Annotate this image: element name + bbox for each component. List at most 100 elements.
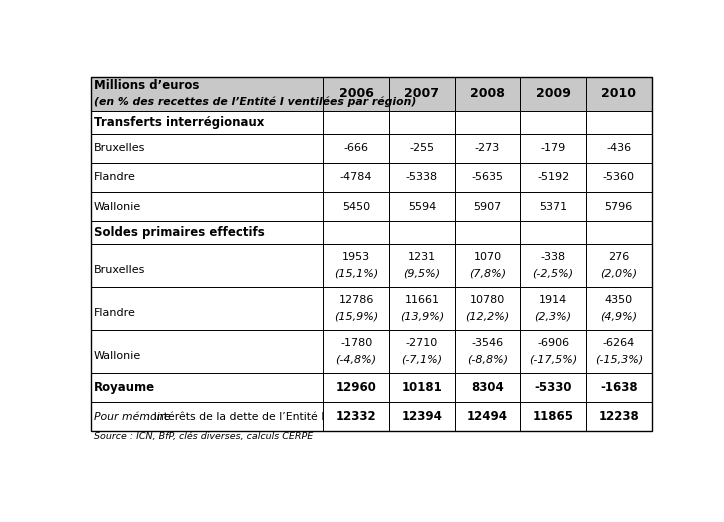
Text: -436: -436 bbox=[606, 143, 631, 153]
Text: 2007: 2007 bbox=[404, 87, 439, 100]
Text: -179: -179 bbox=[541, 143, 565, 153]
Text: (12,2%): (12,2%) bbox=[466, 312, 510, 322]
Bar bbox=[586, 134, 652, 163]
Text: -1780: -1780 bbox=[340, 338, 372, 348]
Text: -255: -255 bbox=[409, 143, 434, 153]
Bar bbox=[90, 163, 324, 192]
Bar bbox=[586, 221, 652, 244]
Text: (-17,5%): (-17,5%) bbox=[529, 355, 577, 365]
Bar bbox=[389, 221, 455, 244]
Bar bbox=[90, 244, 324, 287]
Bar bbox=[324, 244, 389, 287]
Text: -2710: -2710 bbox=[405, 338, 438, 348]
Text: 12960: 12960 bbox=[336, 381, 376, 394]
Text: 10181: 10181 bbox=[401, 381, 442, 394]
Text: 12786: 12786 bbox=[339, 294, 374, 305]
Text: (13,9%): (13,9%) bbox=[400, 312, 444, 322]
Text: Flandre: Flandre bbox=[94, 172, 135, 182]
Bar bbox=[521, 330, 586, 373]
Bar bbox=[90, 111, 324, 134]
Bar bbox=[521, 77, 586, 111]
Text: -4784: -4784 bbox=[340, 172, 372, 182]
Bar bbox=[90, 373, 324, 402]
Text: 8304: 8304 bbox=[471, 381, 504, 394]
Bar bbox=[324, 163, 389, 192]
Text: Bruxelles: Bruxelles bbox=[94, 265, 146, 275]
Bar bbox=[521, 111, 586, 134]
Text: -5330: -5330 bbox=[534, 381, 572, 394]
Text: Soldes primaires effectifs: Soldes primaires effectifs bbox=[94, 226, 264, 239]
Text: Transferts interrégionaux: Transferts interrégionaux bbox=[94, 116, 264, 129]
Text: Royaume: Royaume bbox=[94, 381, 155, 394]
Text: (-7,1%): (-7,1%) bbox=[401, 355, 442, 365]
Text: 1953: 1953 bbox=[342, 252, 370, 262]
Bar bbox=[586, 192, 652, 221]
Bar bbox=[455, 192, 521, 221]
Text: Flandre: Flandre bbox=[94, 309, 135, 318]
Text: 5907: 5907 bbox=[473, 201, 502, 211]
Text: -3546: -3546 bbox=[471, 338, 503, 348]
Bar bbox=[324, 287, 389, 330]
Text: 1070: 1070 bbox=[473, 252, 502, 262]
Bar bbox=[324, 373, 389, 402]
Text: 4350: 4350 bbox=[605, 294, 633, 305]
Bar bbox=[455, 111, 521, 134]
Bar bbox=[90, 192, 324, 221]
Text: Source : ICN, BfP, clés diverses, calculs CERPE: Source : ICN, BfP, clés diverses, calcul… bbox=[94, 432, 313, 441]
Bar bbox=[324, 402, 389, 431]
Text: (2,3%): (2,3%) bbox=[534, 312, 572, 322]
Bar bbox=[586, 111, 652, 134]
Bar bbox=[324, 111, 389, 134]
Text: -5635: -5635 bbox=[471, 172, 503, 182]
Text: Millions d’euros: Millions d’euros bbox=[94, 79, 199, 92]
Text: (-15,3%): (-15,3%) bbox=[594, 355, 643, 365]
Bar bbox=[389, 163, 455, 192]
Text: : Intérêts de la dette de l’Entité I: : Intérêts de la dette de l’Entité I bbox=[143, 412, 325, 422]
Text: (15,9%): (15,9%) bbox=[334, 312, 379, 322]
Bar bbox=[455, 77, 521, 111]
Text: 12238: 12238 bbox=[599, 410, 639, 423]
Text: 10780: 10780 bbox=[470, 294, 505, 305]
Bar bbox=[90, 134, 324, 163]
Text: Wallonie: Wallonie bbox=[94, 201, 141, 211]
Text: -6906: -6906 bbox=[537, 338, 569, 348]
Text: 5371: 5371 bbox=[539, 201, 567, 211]
Bar bbox=[521, 244, 586, 287]
Bar bbox=[389, 330, 455, 373]
Bar bbox=[586, 330, 652, 373]
Text: Wallonie: Wallonie bbox=[94, 351, 141, 361]
Bar bbox=[586, 244, 652, 287]
Text: 2006: 2006 bbox=[339, 87, 374, 100]
Text: 2008: 2008 bbox=[470, 87, 505, 100]
Text: -5338: -5338 bbox=[405, 172, 438, 182]
Text: Bruxelles: Bruxelles bbox=[94, 143, 146, 153]
Text: 12494: 12494 bbox=[467, 410, 508, 423]
Bar bbox=[389, 244, 455, 287]
Text: -6264: -6264 bbox=[602, 338, 635, 348]
Text: (-4,8%): (-4,8%) bbox=[336, 355, 376, 365]
Bar bbox=[521, 287, 586, 330]
Text: 12394: 12394 bbox=[401, 410, 442, 423]
Bar bbox=[455, 330, 521, 373]
Bar bbox=[389, 287, 455, 330]
Bar bbox=[521, 373, 586, 402]
Text: 12332: 12332 bbox=[336, 410, 376, 423]
Text: (7,8%): (7,8%) bbox=[469, 269, 506, 279]
Bar bbox=[455, 221, 521, 244]
Text: 276: 276 bbox=[608, 252, 629, 262]
Bar bbox=[455, 287, 521, 330]
Bar bbox=[324, 192, 389, 221]
Bar bbox=[521, 221, 586, 244]
Text: (-8,8%): (-8,8%) bbox=[467, 355, 508, 365]
Text: 5450: 5450 bbox=[342, 201, 370, 211]
Bar bbox=[389, 402, 455, 431]
Bar bbox=[90, 402, 324, 431]
Text: -5192: -5192 bbox=[537, 172, 569, 182]
Bar bbox=[455, 373, 521, 402]
Bar bbox=[586, 373, 652, 402]
Bar bbox=[324, 330, 389, 373]
Text: -5360: -5360 bbox=[603, 172, 635, 182]
Bar bbox=[586, 287, 652, 330]
Bar bbox=[586, 402, 652, 431]
Text: 1914: 1914 bbox=[539, 294, 567, 305]
